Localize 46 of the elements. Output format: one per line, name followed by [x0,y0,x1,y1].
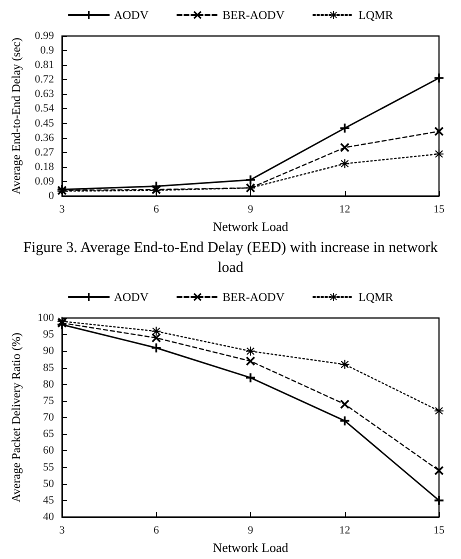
y-tick-label: 0.54 [34,102,54,115]
y-tick-label: 0.36 [34,132,54,144]
x-tick-label: 6 [154,524,160,536]
y-tick-label: 80 [43,378,54,390]
caption: Figure 3. Average End-to-End Delay (EED) with increase in network load [22,239,439,278]
y-tick-label: 50 [43,478,54,490]
legend-label: LQMR [358,8,394,22]
x-tick-label: 3 [59,524,66,536]
x-tick-label: 15 [434,524,445,536]
y-tick-label: 85 [43,362,54,374]
y-tick-label: 65 [43,428,54,440]
x-tick-label: 6 [154,204,160,216]
x-tick-label: 12 [339,524,350,536]
y-tick-label: 45 [43,494,54,506]
y-tick-label: 0.09 [34,175,54,188]
legend-label: AODV [114,290,149,304]
y-tick-label: 75 [43,394,54,407]
x-tick-label: 12 [339,204,350,216]
x-axis-title: Network Load [212,540,289,555]
y-tick-label: 0.27 [34,146,54,158]
y-tick-label: 0 [48,190,54,202]
y-axis-title: Average Packet Delivery Ratio (%) [9,332,23,502]
y-tick-label: 0.18 [34,160,54,173]
legend-label: BER-AODV [222,290,285,304]
y-tick-label: 90 [43,345,54,358]
y-tick-label: 70 [43,412,54,424]
y-axis-title: Average End-to-End Delay (sec) [9,38,23,194]
y-tick-label: 0.63 [34,88,54,100]
y-tick-label: 55 [43,461,54,474]
legend-label: BER-AODV [222,8,285,22]
y-tick-label: 0.99 [34,30,54,42]
y-tick-label: 0.72 [34,74,54,86]
y-tick-label: 95 [43,328,54,341]
y-tick-label: 0.45 [34,117,54,130]
x-tick-label: 9 [248,524,254,536]
y-tick-label: 60 [43,444,54,457]
x-axis-title: Network Load [212,218,289,234]
x-tick-label: 15 [434,204,445,216]
legend-label: LQMR [358,290,394,304]
x-tick-label: 9 [248,204,254,216]
y-tick-label: 0.9 [40,44,54,57]
y-tick-label: 0.81 [34,59,54,72]
x-tick-label: 3 [59,204,66,216]
legend-label: AODV [114,8,149,22]
y-tick-label: 40 [43,511,54,523]
y-tick-label: 100 [38,312,54,324]
